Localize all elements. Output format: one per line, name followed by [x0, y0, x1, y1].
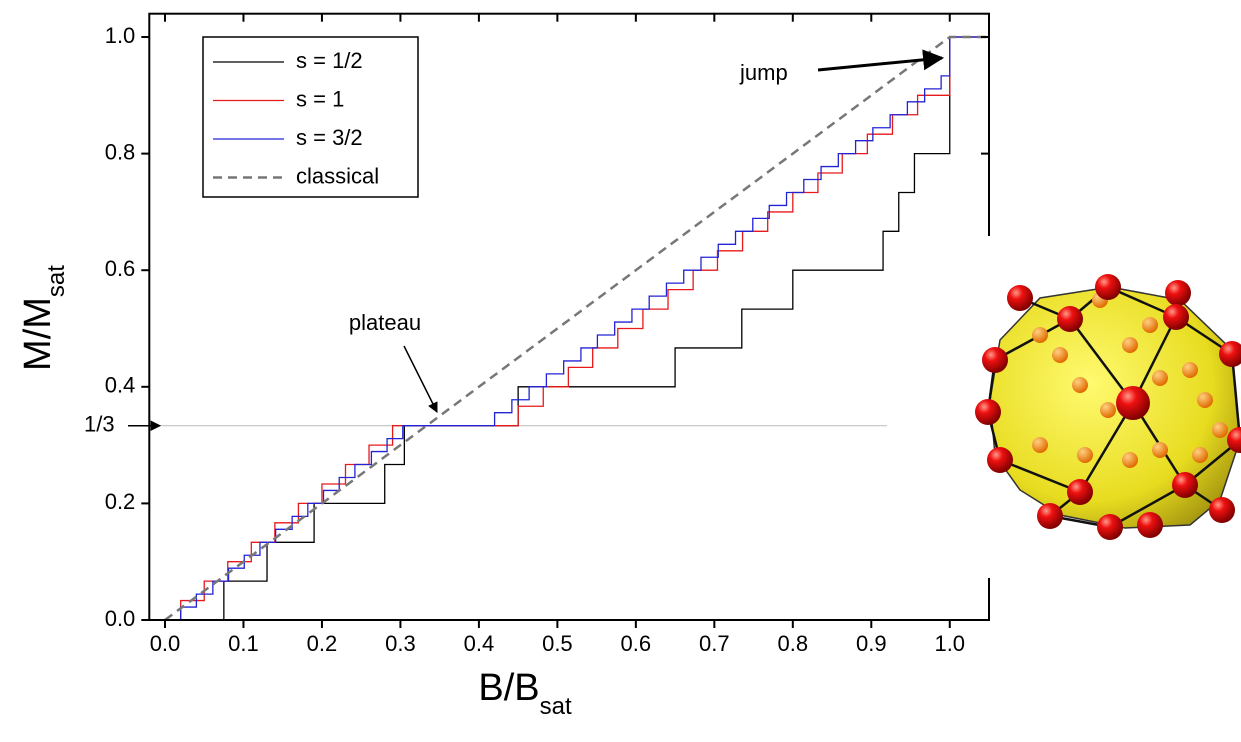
x-axis-title-main: B/B [478, 667, 539, 709]
molecule-edge [1230, 353, 1241, 441]
series-line [164, 36, 989, 621]
y-tick-label: 0.0 [105, 606, 136, 631]
molecule-atom [1165, 280, 1191, 306]
x-tick-label: 0.8 [778, 631, 809, 656]
legend-label: s = 1 [296, 86, 344, 111]
molecule-edge [994, 317, 1071, 362]
y-axis-title: M/Msat [17, 265, 70, 371]
molecule-atom-small [1122, 337, 1138, 353]
x-tick-label: 0.1 [228, 631, 259, 656]
molecule-image [965, 236, 1241, 578]
molecule-atom [1227, 427, 1241, 453]
molecule-atom-small [1077, 447, 1093, 463]
x-tick-label: 0.0 [150, 631, 181, 656]
molecule-edge [1078, 402, 1135, 493]
molecule-atom-small [1197, 392, 1213, 408]
molecule-atom [1067, 479, 1093, 505]
molecule-atom-small [1142, 317, 1158, 333]
x-tick-label: 0.5 [542, 631, 573, 656]
legend-label: classical [296, 163, 379, 188]
series-line [164, 35, 989, 622]
y-tick-label: 0.6 [105, 256, 136, 281]
molecule-atom [1172, 472, 1198, 498]
molecule-atom-small [1192, 447, 1208, 463]
molecule-atom-small [1032, 437, 1048, 453]
y-axis-title-main: M/M [17, 297, 59, 371]
molecule-atom [982, 347, 1008, 373]
molecule-edge [1069, 318, 1134, 404]
molecule-atom [1095, 274, 1121, 300]
molecule-atom [1097, 514, 1123, 540]
molecule-atom [1209, 497, 1235, 523]
molecule-edge [1109, 483, 1186, 529]
x-tick-label: 0.3 [385, 631, 416, 656]
annotation: jump [739, 60, 788, 85]
molecule-atom-small [1122, 452, 1138, 468]
series-line [164, 36, 989, 621]
x-tick-label: 0.7 [699, 631, 730, 656]
x-axis-title: B/Bsat [478, 667, 572, 720]
y-axis-title-sub: sat [43, 265, 70, 297]
molecule-atom-small [1072, 377, 1088, 393]
y-tick-label: 1.0 [105, 23, 136, 48]
x-tick-label: 0.9 [856, 631, 887, 656]
molecule-atom [1116, 386, 1150, 420]
y-tick-label: 0.4 [105, 373, 136, 398]
molecule-edge [999, 458, 1081, 494]
legend-label: s = 3/2 [296, 125, 363, 150]
molecule-atom-small [1052, 347, 1068, 363]
molecule-atom-small [1182, 362, 1198, 378]
legend: s = 1/2 s = 1 s = 3/2 classical [202, 36, 419, 198]
y-tick-label: 0.2 [105, 489, 136, 514]
molecule-atom [1037, 503, 1063, 529]
x-tick-label: 0.4 [464, 631, 495, 656]
legend-label: s = 1/2 [296, 48, 363, 73]
molecule-atom-small [1100, 402, 1116, 418]
y-tick-label: 0.8 [105, 139, 136, 164]
molecule-atom [1137, 512, 1163, 538]
annotation-arrow [403, 345, 438, 413]
x-tick-label: 0.6 [621, 631, 652, 656]
molecule-atom [1163, 304, 1189, 330]
molecule-atom [975, 399, 1001, 425]
molecule-atom [1057, 306, 1083, 332]
molecule-atom [1219, 341, 1241, 367]
x-axis-title-sub: sat [540, 693, 572, 720]
molecule-atom-small [1152, 442, 1168, 458]
molecule-atom-small [1152, 370, 1168, 386]
legend-box [202, 36, 419, 198]
annotation-arrow [817, 49, 945, 72]
molecule-atom-small [1212, 422, 1228, 438]
molecule-atom [1007, 285, 1033, 311]
molecule-atom-small [1032, 327, 1048, 343]
reference-label: 1/3 [84, 412, 115, 437]
series-line [164, 36, 989, 621]
annotation: plateau [349, 310, 421, 335]
x-tick-label: 1.0 [934, 631, 965, 656]
x-tick-label: 0.2 [307, 631, 338, 656]
molecule-atom [987, 447, 1013, 473]
